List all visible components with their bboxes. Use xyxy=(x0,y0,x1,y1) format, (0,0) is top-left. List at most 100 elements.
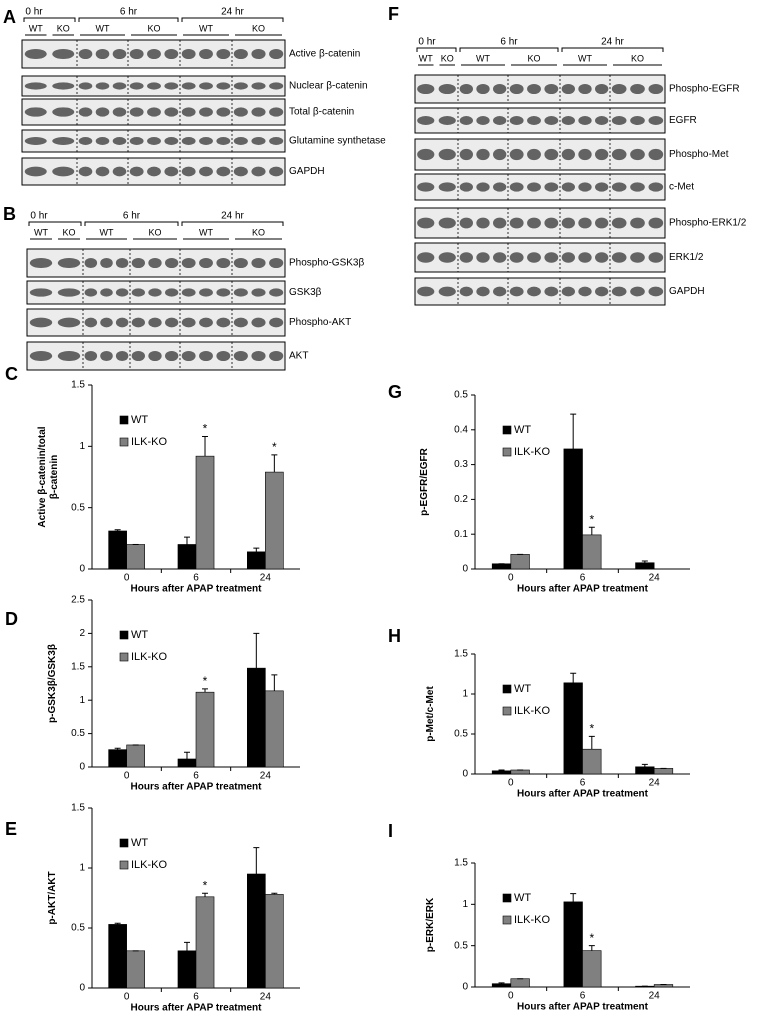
time-label: 0 hr xyxy=(25,7,43,18)
band xyxy=(417,83,435,95)
y-axis-label: Active β-catenin/totalβ-catenin xyxy=(37,426,60,527)
bar xyxy=(195,896,215,989)
band xyxy=(112,166,127,177)
x-tick-label: 0 xyxy=(508,573,514,584)
y-tick-label: 0.5 xyxy=(454,729,468,740)
band xyxy=(595,83,609,95)
legend-label: ILK-KO xyxy=(131,651,168,663)
band xyxy=(164,137,179,145)
band xyxy=(216,350,231,362)
band xyxy=(438,116,456,125)
time-bracket xyxy=(181,221,284,226)
band xyxy=(459,148,474,161)
band xyxy=(233,350,248,362)
bar xyxy=(563,682,583,775)
band xyxy=(181,82,196,90)
band xyxy=(164,166,179,177)
error-bar xyxy=(114,922,121,925)
bar xyxy=(653,768,674,775)
band xyxy=(78,48,93,60)
band xyxy=(164,48,179,60)
band xyxy=(78,137,93,145)
error-bar xyxy=(641,763,648,767)
time-label: 24 hr xyxy=(221,7,244,18)
band xyxy=(129,137,144,145)
band xyxy=(509,83,524,95)
legend-swatch xyxy=(119,437,129,447)
band xyxy=(527,148,541,161)
y-tick-label: 1 xyxy=(79,441,85,452)
bar xyxy=(177,758,197,768)
band xyxy=(233,48,248,60)
band xyxy=(112,107,127,117)
band xyxy=(164,82,179,90)
y-axis-label-line: Active β-catenin/total xyxy=(37,426,48,527)
bar xyxy=(126,744,145,768)
band xyxy=(148,350,162,362)
error-bar xyxy=(253,632,260,669)
y-axis-label-line: p-ERK/ERK xyxy=(425,897,436,952)
band xyxy=(233,82,248,90)
significance-mark: * xyxy=(203,674,208,688)
y-tick-label: 0 xyxy=(79,762,85,773)
x-tick-label: 6 xyxy=(580,573,586,584)
band xyxy=(216,288,231,297)
group-label: WT xyxy=(29,23,43,33)
band xyxy=(95,107,110,117)
row-label: Phospho-AKT xyxy=(289,317,351,328)
band xyxy=(131,317,145,328)
band xyxy=(544,182,559,192)
band xyxy=(438,83,456,95)
x-tick-label: 24 xyxy=(649,991,661,1002)
band xyxy=(251,107,266,117)
time-bracket xyxy=(181,17,284,22)
group-label: WT xyxy=(34,227,48,237)
band xyxy=(100,288,113,297)
band xyxy=(78,107,93,117)
error-bar xyxy=(253,847,260,874)
error-bar xyxy=(271,454,278,473)
band xyxy=(181,48,196,60)
error-bar xyxy=(114,529,121,531)
error-bar xyxy=(183,941,190,951)
y-tick-label: 1.5 xyxy=(454,649,468,660)
band xyxy=(527,182,541,192)
band xyxy=(648,116,664,125)
band xyxy=(216,82,231,90)
band xyxy=(84,350,98,362)
y-tick-label: 1.5 xyxy=(71,803,85,814)
significance-mark: * xyxy=(589,722,594,736)
error-bar xyxy=(570,413,577,449)
band xyxy=(561,217,575,229)
band xyxy=(527,252,541,263)
bar xyxy=(510,769,530,775)
x-axis-label: Hours after APAP treatment xyxy=(517,584,649,595)
group-label: WT xyxy=(578,53,592,63)
bar xyxy=(510,978,530,988)
y-axis-label: p-ERK/ERK xyxy=(425,897,436,952)
band xyxy=(611,148,627,161)
bar xyxy=(491,983,512,988)
band xyxy=(199,137,213,145)
band xyxy=(544,252,559,263)
band xyxy=(648,217,664,229)
y-axis-label-line: p-Met/c-Met xyxy=(425,686,436,742)
band xyxy=(147,166,161,177)
band xyxy=(147,137,161,145)
error-bar xyxy=(588,735,595,750)
band xyxy=(611,116,627,125)
time-label: 24 hr xyxy=(221,211,244,222)
legend-swatch xyxy=(502,915,512,925)
band xyxy=(459,286,474,297)
band xyxy=(459,252,474,263)
band xyxy=(165,350,179,362)
x-tick-label: 24 xyxy=(649,778,661,789)
band xyxy=(611,252,627,263)
panel-label: A xyxy=(3,7,16,27)
band xyxy=(216,257,231,269)
panel-label: E xyxy=(5,819,17,839)
row-label: GAPDH xyxy=(289,166,325,177)
bar xyxy=(582,950,602,988)
band xyxy=(181,137,196,145)
band xyxy=(129,82,144,90)
